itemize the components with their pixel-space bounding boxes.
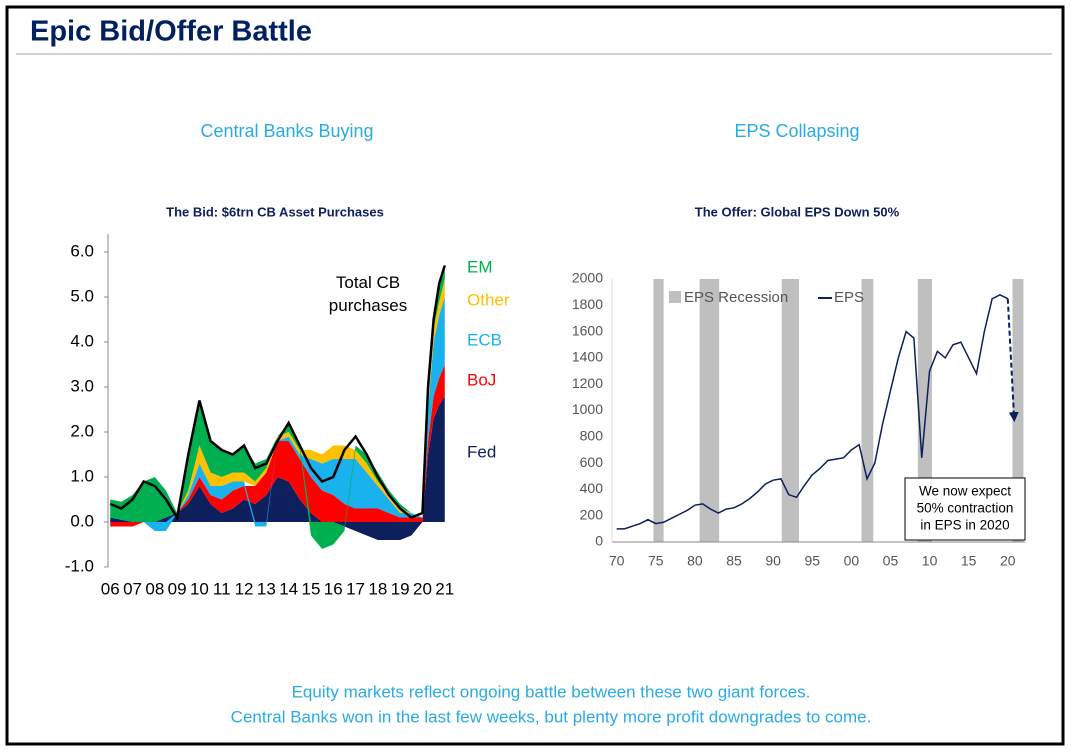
x-tick-label: 15 — [301, 579, 320, 598]
legend-swatch — [669, 291, 681, 303]
x-tick-label: 95 — [804, 553, 820, 569]
x-tick-label: 85 — [726, 553, 742, 569]
legend-label: BoJ — [467, 370, 496, 389]
legend-label: EM — [467, 257, 493, 276]
x-tick-label: 20 — [413, 579, 432, 598]
panel-title: Central Banks Buying — [200, 121, 373, 141]
area — [110, 297, 445, 531]
recession-band — [781, 279, 799, 542]
area — [110, 396, 445, 540]
x-tick-label: 13 — [257, 579, 276, 598]
note-text: We now expect — [919, 484, 1011, 499]
legend-label: Other — [467, 290, 510, 309]
x-tick-label: 75 — [648, 553, 664, 569]
area — [110, 265, 445, 549]
x-tick-label: 06 — [101, 579, 120, 598]
panel-title: EPS Collapsing — [734, 121, 859, 141]
y-tick-label: 1.0 — [70, 466, 94, 485]
y-tick-label: 6.0 — [70, 241, 94, 260]
legend-label: EPS Recession — [684, 289, 788, 306]
y-tick-label: 2.0 — [70, 421, 94, 440]
y-tick-label: 600 — [580, 454, 604, 470]
y-tick-label: 2000 — [572, 270, 603, 286]
y-tick-label: -1.0 — [65, 556, 94, 575]
y-tick-label: 1600 — [572, 322, 603, 338]
y-tick-label: 5.0 — [70, 286, 94, 305]
note-text: in EPS in 2020 — [920, 518, 1009, 533]
eps-line — [616, 293, 1009, 530]
recession-band — [1012, 279, 1024, 542]
footer: Central Banks won in the last few weeks,… — [231, 707, 872, 726]
line-label: Total CB purchases — [328, 273, 408, 315]
footer: Equity markets reflect ongoing battle be… — [292, 682, 811, 701]
frame — [5, 5, 1065, 746]
x-tick-label: 14 — [279, 579, 298, 598]
x-tick-label: 19 — [391, 579, 410, 598]
x-tick-label: 17 — [346, 579, 365, 598]
y-tick-label: 0.0 — [70, 511, 94, 530]
x-tick-label: 07 — [123, 579, 142, 598]
recession-band — [653, 279, 664, 542]
area — [110, 364, 445, 527]
recession-band — [861, 279, 874, 542]
legend-label: ECB — [467, 330, 502, 349]
x-tick-label: 15 — [961, 553, 977, 569]
y-tick-label: 0 — [595, 533, 603, 549]
x-tick-label: 80 — [687, 553, 703, 569]
chart-title: The Offer: Global EPS Down 50% — [695, 204, 900, 219]
x-tick-label: 08 — [145, 579, 164, 598]
x-tick-label: 10 — [922, 553, 938, 569]
total-line — [109, 265, 446, 521]
legend-label: Fed — [467, 442, 496, 461]
y-tick-label: 4.0 — [70, 331, 94, 350]
x-tick-label: 21 — [435, 579, 454, 598]
x-tick-label: 00 — [844, 553, 860, 569]
recession-band — [917, 279, 932, 542]
note-text: 50% contraction — [917, 501, 1014, 516]
recession-band — [699, 279, 720, 542]
y-tick-label: 200 — [580, 506, 604, 522]
y-tick-label: 1200 — [572, 375, 603, 391]
legend-label: EPS — [834, 289, 864, 306]
x-tick-label: 90 — [765, 553, 781, 569]
y-tick-label: 1400 — [572, 349, 603, 365]
note-box — [904, 477, 1026, 541]
slide-title: Epic Bid/Offer Battle — [30, 16, 312, 48]
x-tick-label: 10 — [190, 579, 209, 598]
chart-title: The Bid: $6trn CB Asset Purchases — [166, 204, 384, 219]
x-tick-label: 70 — [609, 553, 625, 569]
x-tick-label: 09 — [168, 579, 187, 598]
projection-line — [1006, 298, 1019, 423]
y-tick-label: 1000 — [572, 401, 603, 417]
y-tick-label: 800 — [580, 428, 604, 444]
x-tick-label: 12 — [235, 579, 254, 598]
x-tick-label: 05 — [883, 553, 899, 569]
y-tick-label: 1800 — [572, 296, 603, 312]
x-tick-label: 18 — [368, 579, 387, 598]
x-tick-label: 20 — [1000, 553, 1016, 569]
x-tick-label: 11 — [213, 579, 231, 598]
y-tick-label: 3.0 — [70, 376, 94, 395]
y-tick-label: 400 — [580, 480, 604, 496]
x-tick-label: 16 — [324, 579, 343, 598]
area — [110, 279, 445, 522]
